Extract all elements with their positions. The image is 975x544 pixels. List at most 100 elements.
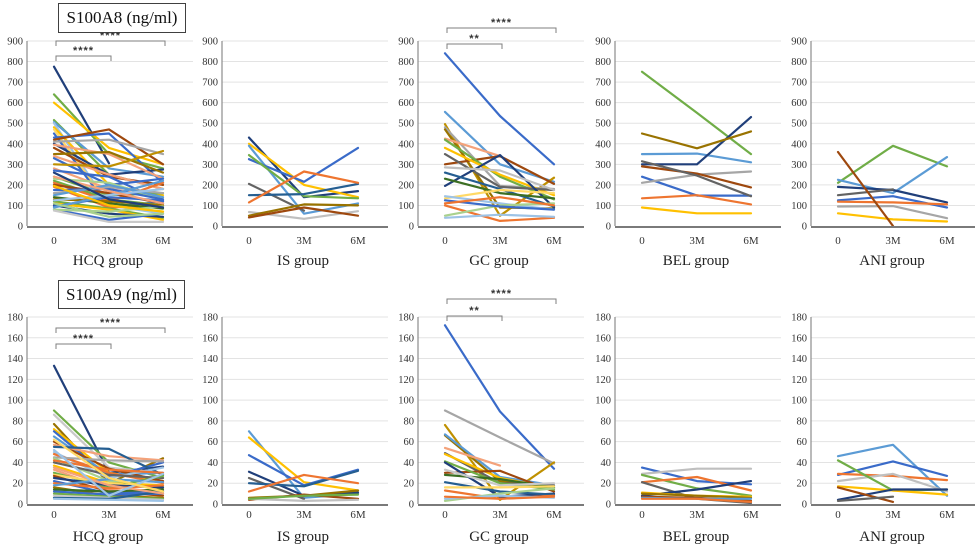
series-line: [443, 188, 556, 200]
significance-stars: ****: [491, 288, 512, 300]
y-tick-label: 180: [398, 313, 414, 324]
x-tick-label: 0: [51, 235, 57, 247]
y-tick-label: 300: [398, 160, 414, 171]
series-line: [443, 495, 556, 500]
y-tick-label: 0: [606, 500, 611, 511]
significance-bracket: [55, 327, 166, 333]
y-tick-label: 400: [791, 139, 807, 150]
series-line: [52, 149, 165, 168]
y-tick-label: 180: [202, 313, 218, 324]
y-tick-label: 60: [13, 437, 24, 448]
panel-ani-group-s100a9: 0 20 40 60 80 100 120 140 160 180 0 3M 6M ANI group: [791, 313, 975, 544]
significance-stars: ****: [491, 17, 512, 29]
series-line: [443, 213, 556, 219]
series-line: [640, 497, 753, 503]
y-tick-label: 180: [7, 313, 23, 324]
significance-bracket: [446, 27, 557, 33]
x-axis-label: HCQ group: [73, 253, 143, 269]
series-line: [247, 182, 360, 197]
series-line: [247, 206, 360, 219]
y-tick-label: 400: [398, 139, 414, 150]
x-axis-label: GC group: [469, 529, 529, 544]
y-tick-label: 80: [208, 416, 219, 427]
y-tick-label: 80: [13, 416, 24, 427]
y-tick-label: 400: [595, 139, 611, 150]
y-tick-label: 100: [595, 396, 611, 407]
y-tick-label: 20: [208, 479, 219, 490]
y-tick-label: 0: [802, 222, 807, 233]
y-tick-label: 800: [398, 57, 414, 68]
series-line: [247, 493, 360, 500]
series-line: [52, 205, 165, 213]
series-line: [52, 150, 165, 174]
y-tick-label: 100: [398, 396, 414, 407]
y-tick-label: 140: [398, 354, 414, 365]
y-tick-label: 60: [404, 437, 415, 448]
x-tick-label: 3M: [885, 509, 901, 521]
x-tick-label: 3M: [689, 509, 705, 521]
y-tick-label: 400: [202, 139, 218, 150]
x-tick-label: 3M: [689, 235, 705, 247]
panel-ani-group-s100a8: 0 100 200 300 400 500 600 700 800 900 0 3M 6M ANI gro…: [791, 37, 975, 269]
y-tick-label: 160: [595, 333, 611, 344]
series-line: [247, 203, 360, 217]
y-tick-label: 120: [791, 375, 807, 386]
series-line: [836, 200, 949, 206]
series-line: [52, 448, 165, 497]
series-line: [443, 126, 556, 191]
series-line: [443, 485, 556, 489]
x-tick-label: 3M: [101, 235, 117, 247]
series-line: [52, 155, 165, 191]
series-line: [52, 187, 165, 201]
y-tick-label: 300: [595, 160, 611, 171]
series-line: [443, 196, 556, 207]
significance-bracket: [446, 315, 503, 321]
y-tick-label: 500: [791, 119, 807, 130]
series-line: [836, 495, 895, 502]
series-line: [247, 146, 360, 183]
series-line: [836, 488, 949, 501]
y-tick-label: 200: [791, 180, 807, 191]
y-tick-label: 160: [7, 333, 23, 344]
x-axis-label: BEL group: [663, 253, 730, 269]
x-axis-label: BEL group: [663, 529, 730, 544]
y-tick-label: 200: [398, 180, 414, 191]
x-axis-label: IS group: [277, 529, 329, 544]
y-tick-label: 40: [208, 458, 219, 469]
y-tick-label: 600: [398, 98, 414, 109]
series-line: [52, 497, 165, 502]
y-tick-label: 300: [7, 160, 23, 171]
panel-hcq-group-s100a8: 0 100 200 300 400 500 600 700 800 900 0 3M 6M HCQ gro…: [7, 30, 193, 269]
panel-is-group-s100a9: 0 20 40 60 80 100 120 140 160 180 0 3M 6M IS group: [202, 313, 388, 544]
y-tick-label: 900: [398, 37, 414, 48]
y-tick-label: 40: [404, 458, 415, 469]
y-tick-label: 0: [18, 500, 23, 511]
series-line: [52, 171, 165, 209]
y-tick-label: 60: [601, 437, 612, 448]
series-line: [640, 130, 753, 150]
series-line: [52, 209, 165, 223]
x-tick-label: 0: [246, 509, 252, 521]
y-tick-label: 140: [595, 354, 611, 365]
x-tick-label: 6M: [350, 509, 366, 521]
series-line: [640, 194, 753, 206]
x-tick-label: 3M: [885, 235, 901, 247]
y-tick-label: 80: [601, 416, 612, 427]
series-line: [836, 150, 895, 228]
series-line: [640, 492, 753, 499]
series-line: [247, 142, 360, 199]
series-line: [443, 154, 556, 209]
s100a9-title-box: S100A9 (ng/ml): [58, 280, 185, 309]
series-line: [836, 212, 949, 223]
y-tick-label: 180: [595, 313, 611, 324]
y-tick-label: 300: [202, 160, 218, 171]
x-tick-label: 0: [835, 509, 841, 521]
panel-hcq-group-s100a9: 0 20 40 60 80 100 120 140 160 180 0 3M 6M HCQ group **…: [7, 313, 193, 544]
y-tick-label: 40: [13, 458, 24, 469]
series-line: [640, 467, 753, 475]
x-tick-label: 0: [246, 235, 252, 247]
y-tick-label: 80: [404, 416, 415, 427]
y-tick-label: 100: [791, 201, 807, 212]
significance-stars: ****: [73, 333, 94, 345]
